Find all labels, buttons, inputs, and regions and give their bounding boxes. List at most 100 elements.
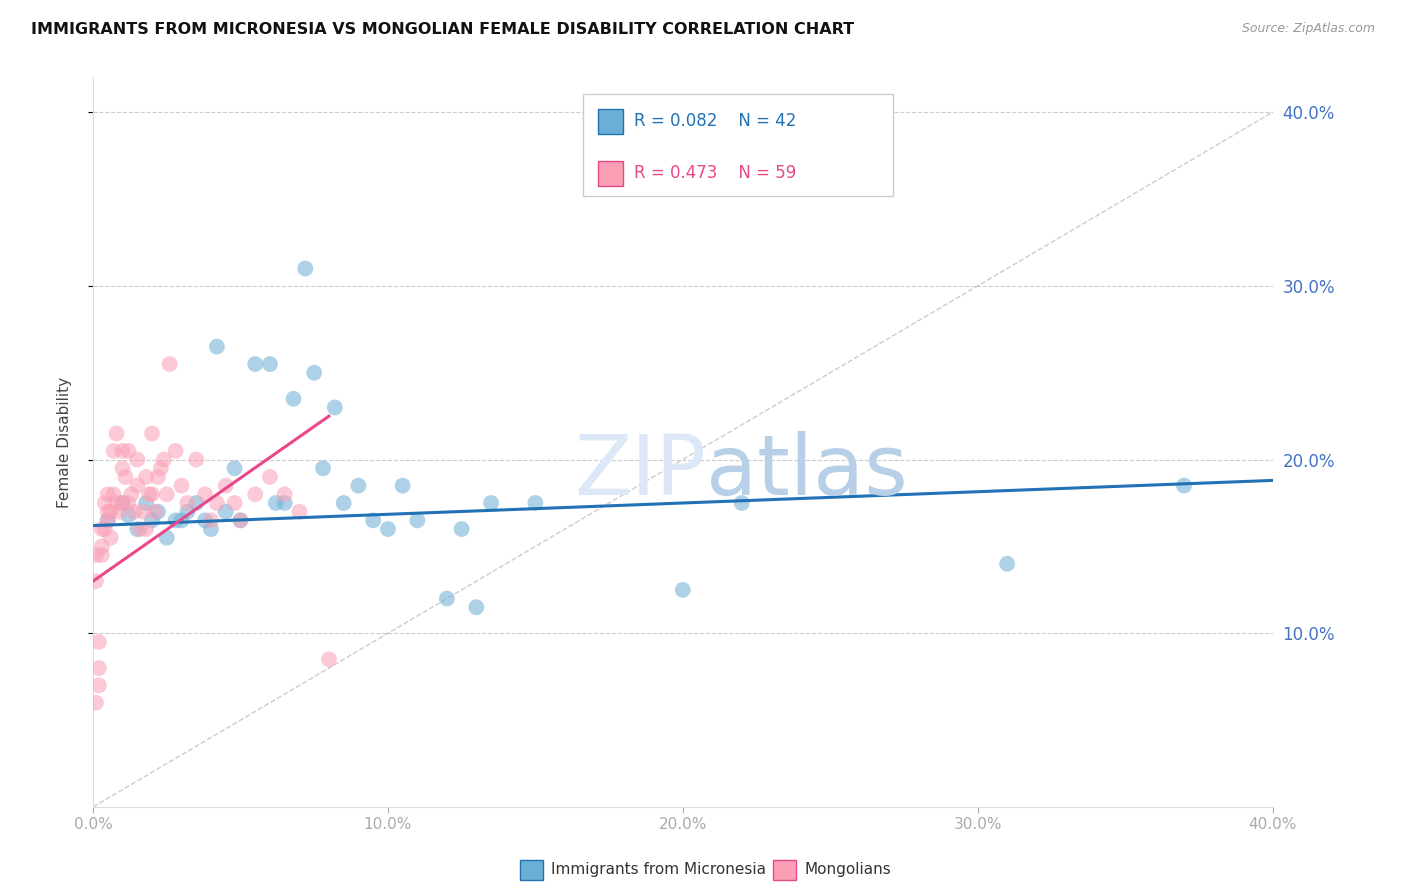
Text: IMMIGRANTS FROM MICRONESIA VS MONGOLIAN FEMALE DISABILITY CORRELATION CHART: IMMIGRANTS FROM MICRONESIA VS MONGOLIAN … — [31, 22, 853, 37]
Point — [259, 470, 281, 484]
Text: Immigrants from Micronesia: Immigrants from Micronesia — [551, 863, 766, 877]
Point — [170, 513, 193, 527]
Point — [87, 661, 110, 675]
Point — [224, 461, 246, 475]
Point — [156, 531, 179, 545]
Point — [135, 522, 157, 536]
Point — [347, 478, 370, 492]
Point — [149, 461, 172, 475]
Point — [105, 426, 128, 441]
Point — [1173, 478, 1195, 492]
Point — [100, 505, 122, 519]
Point — [117, 508, 139, 523]
Point — [194, 487, 217, 501]
Point — [87, 635, 110, 649]
Point — [100, 531, 122, 545]
Point — [361, 513, 384, 527]
Point — [479, 496, 502, 510]
Point — [114, 470, 136, 484]
Point — [90, 522, 112, 536]
Point — [176, 505, 198, 519]
Point — [97, 513, 120, 527]
Point — [111, 496, 134, 510]
Point — [94, 522, 117, 536]
Point — [135, 470, 157, 484]
Point — [103, 443, 125, 458]
Point — [103, 487, 125, 501]
Point — [229, 513, 252, 527]
Point — [450, 522, 472, 536]
Point — [391, 478, 413, 492]
Point — [141, 487, 163, 501]
Point — [200, 522, 222, 536]
Point — [524, 496, 547, 510]
Point — [245, 487, 267, 501]
Text: Source: ZipAtlas.com: Source: ZipAtlas.com — [1241, 22, 1375, 36]
Point — [332, 496, 354, 510]
Point — [436, 591, 458, 606]
Point — [995, 557, 1018, 571]
Point — [117, 496, 139, 510]
Point — [97, 505, 120, 519]
Point — [259, 357, 281, 371]
Point — [141, 426, 163, 441]
Point — [205, 340, 228, 354]
Point — [146, 505, 169, 519]
Point — [132, 505, 155, 519]
Point — [264, 496, 287, 510]
Text: ZIP: ZIP — [575, 431, 706, 512]
Point — [152, 452, 174, 467]
Point — [129, 522, 152, 536]
Point — [117, 443, 139, 458]
Point — [127, 452, 149, 467]
Point — [120, 487, 142, 501]
Point — [108, 505, 131, 519]
Point — [672, 582, 695, 597]
Point — [146, 470, 169, 484]
Text: R = 0.082    N = 42: R = 0.082 N = 42 — [634, 112, 796, 130]
Point — [465, 600, 488, 615]
Point — [90, 540, 112, 554]
Point — [87, 678, 110, 692]
Point — [245, 357, 267, 371]
Point — [288, 505, 311, 519]
Point — [200, 513, 222, 527]
Point — [323, 401, 346, 415]
Point — [283, 392, 305, 406]
Point — [731, 496, 754, 510]
Text: R = 0.473    N = 59: R = 0.473 N = 59 — [634, 164, 796, 182]
Point — [170, 478, 193, 492]
Point — [143, 505, 166, 519]
Y-axis label: Female Disability: Female Disability — [58, 376, 72, 508]
Point — [111, 443, 134, 458]
Point — [156, 487, 179, 501]
Point — [318, 652, 340, 666]
Point — [124, 505, 146, 519]
Point — [302, 366, 325, 380]
Point — [84, 574, 107, 589]
Point — [165, 513, 187, 527]
Point — [90, 548, 112, 562]
Point — [159, 357, 181, 371]
Point — [194, 513, 217, 527]
Point — [186, 452, 208, 467]
Point — [97, 513, 120, 527]
Point — [224, 496, 246, 510]
Point — [176, 496, 198, 510]
Point — [105, 496, 128, 510]
Point — [205, 496, 228, 510]
Point — [229, 513, 252, 527]
Point — [273, 487, 295, 501]
Point — [406, 513, 429, 527]
Point — [312, 461, 335, 475]
Point — [84, 696, 107, 710]
Point — [215, 478, 238, 492]
Point — [215, 505, 238, 519]
Text: Mongolians: Mongolians — [804, 863, 891, 877]
Point — [84, 548, 107, 562]
Point — [273, 496, 295, 510]
Point — [165, 443, 187, 458]
Point — [377, 522, 399, 536]
Point — [141, 513, 163, 527]
Point — [294, 261, 316, 276]
